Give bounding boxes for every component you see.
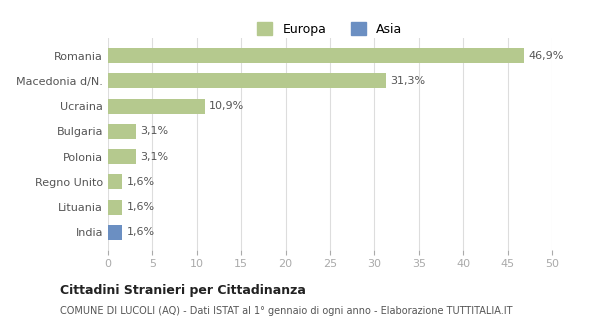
Text: COMUNE DI LUCOLI (AQ) - Dati ISTAT al 1° gennaio di ogni anno - Elaborazione TUT: COMUNE DI LUCOLI (AQ) - Dati ISTAT al 1°…	[60, 306, 512, 316]
Bar	[108, 48, 524, 63]
Bar	[108, 225, 122, 240]
Bar	[108, 124, 136, 139]
Text: 3,1%: 3,1%	[140, 126, 168, 136]
Bar	[108, 73, 386, 88]
Text: 1,6%: 1,6%	[127, 228, 155, 237]
Bar	[108, 200, 122, 215]
Text: 1,6%: 1,6%	[127, 177, 155, 187]
Legend: Europa, Asia: Europa, Asia	[253, 17, 407, 41]
Text: Cittadini Stranieri per Cittadinanza: Cittadini Stranieri per Cittadinanza	[60, 284, 306, 297]
Text: 10,9%: 10,9%	[209, 101, 244, 111]
Text: 46,9%: 46,9%	[529, 51, 564, 60]
Text: 1,6%: 1,6%	[127, 202, 155, 212]
Bar	[108, 149, 136, 164]
Bar	[108, 174, 122, 189]
Text: 31,3%: 31,3%	[391, 76, 425, 86]
Text: 3,1%: 3,1%	[140, 152, 168, 162]
Bar	[108, 99, 205, 114]
